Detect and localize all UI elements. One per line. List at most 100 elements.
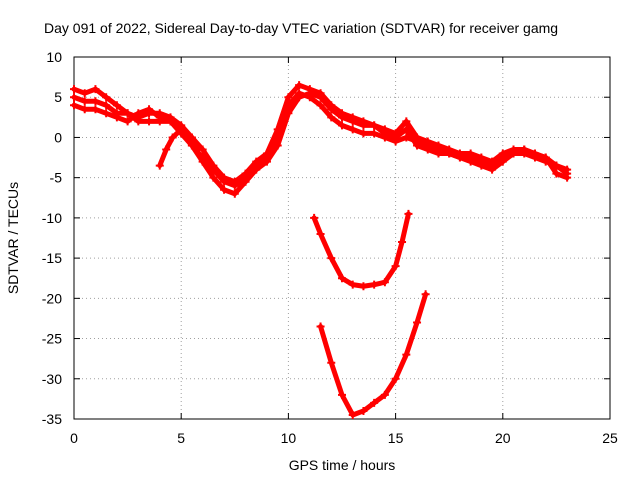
data-point xyxy=(477,161,486,170)
y-tick-label: -15 xyxy=(42,250,62,266)
data-point xyxy=(220,185,229,194)
data-point xyxy=(402,350,411,359)
x-tick-label: 0 xyxy=(70,430,78,446)
data-point xyxy=(327,358,336,367)
data-point xyxy=(194,145,203,154)
data-point xyxy=(413,141,422,150)
data-point xyxy=(338,390,346,399)
y-tick-label: 10 xyxy=(46,49,62,65)
y-tick-label: -5 xyxy=(50,170,63,186)
x-tick-label: 15 xyxy=(388,430,404,446)
data-point xyxy=(391,262,400,271)
data-point xyxy=(348,125,357,134)
data-point xyxy=(398,238,407,247)
data-point xyxy=(230,189,239,198)
data-point xyxy=(145,109,154,118)
x-tick-label: 25 xyxy=(602,430,618,446)
data-point xyxy=(316,322,325,331)
data-point xyxy=(123,117,132,126)
x-tick-label: 20 xyxy=(495,430,511,446)
data-point xyxy=(316,89,325,98)
data-point xyxy=(155,161,164,170)
data-point xyxy=(370,398,379,407)
data-point xyxy=(370,129,379,138)
data-point xyxy=(423,137,432,146)
data-point xyxy=(123,109,132,118)
data-point xyxy=(316,229,325,238)
y-tick-label: -20 xyxy=(42,290,62,306)
data-point xyxy=(80,105,89,114)
data-point xyxy=(102,109,111,118)
data-point xyxy=(434,149,443,158)
data-point xyxy=(421,290,430,299)
series-short-segment xyxy=(155,125,203,170)
data-point xyxy=(273,125,282,134)
data-point xyxy=(404,209,413,218)
data-point xyxy=(391,129,400,138)
data-point xyxy=(402,117,411,126)
data-point xyxy=(166,113,175,122)
data-point xyxy=(273,141,282,150)
data-point xyxy=(338,274,346,283)
data-point xyxy=(541,153,550,162)
data-point xyxy=(134,113,143,122)
data-point xyxy=(177,125,186,134)
data-point xyxy=(466,157,475,166)
x-tick-label: 5 xyxy=(177,430,185,446)
data-point xyxy=(252,165,261,174)
data-point xyxy=(220,173,229,182)
data-point xyxy=(359,282,368,291)
x-axis-label: GPS time / hours xyxy=(289,457,396,473)
data-point xyxy=(230,177,239,186)
data-point xyxy=(241,177,250,186)
data-point xyxy=(112,113,121,122)
data-point xyxy=(348,113,357,122)
data-point xyxy=(563,165,572,174)
data-point xyxy=(498,157,507,166)
series-lower-u xyxy=(310,209,413,291)
data-point xyxy=(338,121,346,130)
data-point xyxy=(162,145,171,154)
data-point xyxy=(295,93,304,102)
data-point xyxy=(370,280,379,289)
y-tick-label: -25 xyxy=(42,331,62,347)
data-point xyxy=(380,278,389,287)
data-point xyxy=(185,133,194,142)
y-tick-label: 5 xyxy=(54,89,62,105)
data-point xyxy=(316,101,325,110)
data-point xyxy=(445,145,454,154)
data-point xyxy=(552,169,561,178)
y-tick-label: -30 xyxy=(42,371,62,387)
data-point xyxy=(252,157,261,166)
data-point xyxy=(530,149,539,158)
data-point xyxy=(466,149,475,158)
data-point xyxy=(498,149,507,158)
data-point xyxy=(509,145,518,154)
data-point xyxy=(310,213,319,222)
data-point xyxy=(80,97,89,106)
series-trace xyxy=(311,211,411,289)
data-point xyxy=(359,117,368,126)
chart-title: Day 091 of 2022, Sidereal Day-to-day VTE… xyxy=(44,20,558,36)
data-point xyxy=(327,254,336,263)
data-point xyxy=(348,280,357,289)
data-point xyxy=(520,145,529,154)
data-point xyxy=(102,93,111,102)
data-point xyxy=(455,149,464,158)
data-point xyxy=(70,93,78,102)
data-point xyxy=(198,157,207,166)
data-point xyxy=(413,318,422,327)
data-point xyxy=(91,105,100,114)
data-point xyxy=(391,374,400,383)
data-point xyxy=(380,125,389,134)
data-point xyxy=(359,129,368,138)
series-main-c xyxy=(70,81,572,186)
data-point xyxy=(413,133,422,142)
data-point xyxy=(563,173,572,182)
data-point xyxy=(112,101,121,110)
data-point xyxy=(70,101,78,110)
data-point xyxy=(262,149,271,158)
plot-frame xyxy=(73,56,611,420)
y-tick-label: 0 xyxy=(54,129,62,145)
